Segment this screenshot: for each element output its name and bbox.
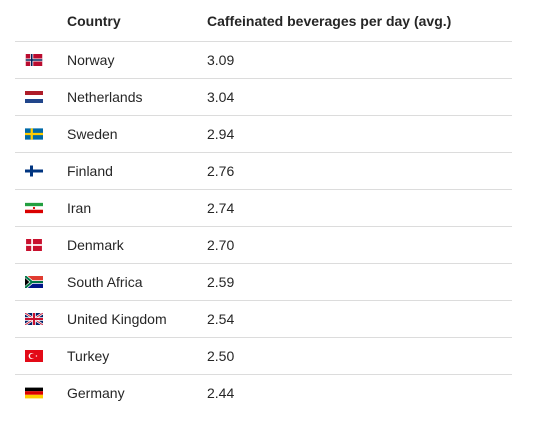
germany-flag-icon bbox=[25, 387, 43, 399]
table-header: Country Caffeinated beverages per day (a… bbox=[15, 0, 512, 42]
beverage-value: 3.04 bbox=[207, 89, 235, 105]
finland-flag-icon bbox=[25, 165, 43, 177]
south-africa-flag-icon bbox=[25, 276, 43, 288]
sweden-flag-icon bbox=[25, 128, 43, 140]
table-row: Denmark 2.70 bbox=[15, 227, 512, 264]
country-name: South Africa bbox=[67, 274, 143, 290]
country-name: Turkey bbox=[67, 348, 110, 364]
beverage-value: 2.59 bbox=[207, 274, 235, 290]
table-row: Sweden 2.94 bbox=[15, 116, 512, 153]
iran-flag-icon bbox=[25, 202, 43, 214]
beverage-value: 2.94 bbox=[207, 126, 235, 142]
table-row: Finland 2.76 bbox=[15, 153, 512, 190]
beverage-value: 2.76 bbox=[207, 163, 235, 179]
table-row: Germany 2.44 bbox=[15, 375, 512, 411]
beverage-value: 3.09 bbox=[207, 52, 235, 68]
country-name: Netherlands bbox=[67, 89, 143, 105]
beverage-value: 2.54 bbox=[207, 311, 235, 327]
beverage-value: 2.70 bbox=[207, 237, 235, 253]
country-name: Denmark bbox=[67, 237, 124, 253]
country-column-header: Country bbox=[67, 12, 121, 29]
beverage-value: 2.50 bbox=[207, 348, 235, 364]
turkey-flag-icon bbox=[25, 350, 43, 362]
norway-flag-icon bbox=[25, 54, 43, 66]
united-kingdom-flag-icon bbox=[25, 313, 43, 325]
netherlands-flag-icon bbox=[25, 91, 43, 103]
value-column-header: Caffeinated beverages per day (avg.) bbox=[207, 12, 452, 29]
table-row: Iran 2.74 bbox=[15, 190, 512, 227]
table-row: Norway 3.09 bbox=[15, 42, 512, 79]
table-row: Netherlands 3.04 bbox=[15, 79, 512, 116]
table-row: South Africa 2.59 bbox=[15, 264, 512, 301]
country-name: United Kingdom bbox=[67, 311, 167, 327]
country-name: Iran bbox=[67, 200, 92, 216]
caffeine-table: Country Caffeinated beverages per day (a… bbox=[15, 0, 512, 411]
beverage-value: 2.44 bbox=[207, 385, 235, 401]
country-name: Finland bbox=[67, 163, 113, 179]
denmark-flag-icon bbox=[26, 239, 42, 251]
country-name: Sweden bbox=[67, 126, 118, 142]
table-row: Turkey 2.50 bbox=[15, 338, 512, 375]
country-name: Germany bbox=[67, 385, 125, 401]
table-row: United Kingdom 2.54 bbox=[15, 301, 512, 338]
country-name: Norway bbox=[67, 52, 115, 68]
beverage-value: 2.74 bbox=[207, 200, 235, 216]
